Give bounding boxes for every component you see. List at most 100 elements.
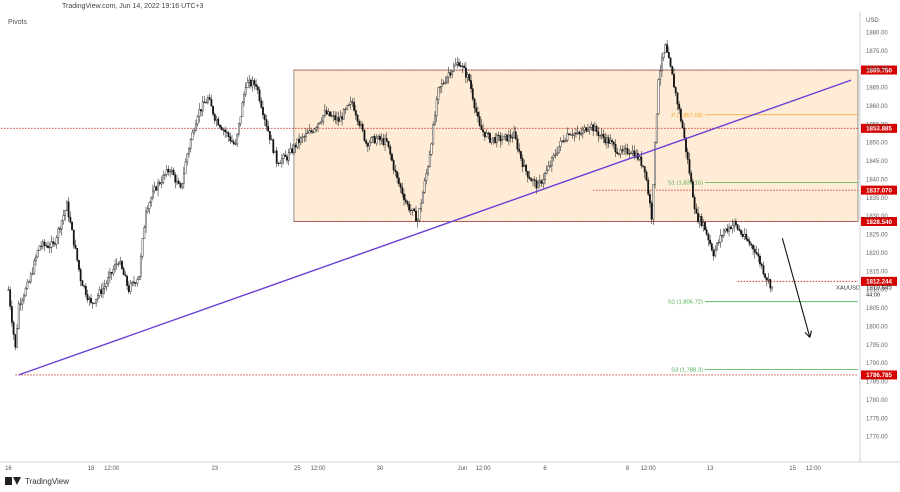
- candle-body: [337, 117, 340, 122]
- candle-body: [50, 241, 53, 248]
- y-tick-label: 1795.00: [866, 343, 888, 349]
- x-tick-label: 15: [789, 466, 796, 472]
- candle-body: [645, 171, 648, 181]
- candle-body: [642, 165, 644, 167]
- candle-body: [676, 92, 679, 105]
- candle-body: [14, 334, 17, 348]
- x-tick-label: 6: [543, 466, 547, 472]
- current-price-label: 1810.645: [866, 284, 892, 291]
- candle-body: [757, 253, 760, 257]
- candle-body: [685, 137, 687, 153]
- candle-body: [408, 203, 411, 211]
- candle-body: [380, 138, 383, 141]
- candle-body: [626, 148, 629, 154]
- level-label: 1812.244: [866, 279, 892, 286]
- candle-body: [734, 220, 737, 225]
- candle-body: [31, 273, 34, 275]
- x-tick-label: 16: [5, 466, 12, 472]
- candle-body: [136, 279, 139, 284]
- candle-body: [740, 230, 742, 235]
- candle-body: [511, 137, 514, 139]
- candle-body: [480, 125, 483, 130]
- candle-body: [119, 260, 122, 265]
- candle-body: [540, 180, 543, 184]
- candle-body: [251, 80, 254, 87]
- candle-body: [449, 72, 452, 76]
- candle-body: [184, 161, 187, 174]
- candle-body: [760, 263, 763, 266]
- y-tick-label: 1790.00: [866, 361, 888, 367]
- candle-body: [705, 229, 708, 235]
- candle-body: [363, 130, 366, 141]
- candle-body: [98, 289, 101, 296]
- candle-body: [451, 70, 454, 76]
- candle-body: [427, 166, 429, 174]
- candle-body: [265, 119, 268, 127]
- candle-body: [411, 208, 414, 211]
- candle-body: [84, 285, 87, 295]
- candle-body: [759, 255, 761, 265]
- candle-body: [148, 202, 151, 210]
- candle-body: [150, 197, 153, 203]
- level-label-bg: [861, 216, 897, 226]
- candle-body: [308, 130, 311, 134]
- y-tick-label: 1770.00: [866, 435, 888, 441]
- candle-body: [437, 87, 440, 100]
- candle-body: [59, 228, 61, 230]
- candle-body: [155, 186, 158, 191]
- y-tick-label: 1830.00: [866, 214, 888, 220]
- candle-body: [107, 276, 110, 284]
- y-tick-label: 1855.00: [866, 122, 888, 128]
- candle-body: [95, 298, 98, 304]
- candle-body: [464, 67, 467, 78]
- candle-body: [612, 141, 615, 145]
- y-tick-label: 1840.00: [866, 177, 888, 183]
- candle-body: [74, 245, 77, 249]
- candle-body: [83, 285, 86, 287]
- candle-body: [370, 137, 373, 143]
- candle-body: [532, 179, 534, 182]
- indicator-label[interactable]: Pivots: [8, 19, 28, 26]
- candle-body: [661, 57, 663, 72]
- candle-body: [688, 159, 691, 174]
- candle-body: [234, 143, 237, 145]
- candle-body: [188, 148, 190, 155]
- candle-body: [434, 115, 436, 125]
- candle-body: [597, 131, 600, 137]
- candle-body: [158, 182, 161, 185]
- candle-body: [129, 283, 132, 292]
- candle-body: [552, 154, 555, 158]
- candle-body: [274, 150, 276, 153]
- candle-body: [571, 134, 574, 136]
- candle-body: [239, 116, 242, 124]
- x-tick-label: 25: [294, 466, 301, 472]
- candle-body: [447, 72, 450, 78]
- candle-body: [650, 202, 653, 220]
- level-label: 1828.540: [866, 219, 892, 226]
- candle-body: [349, 101, 352, 105]
- candle-body: [557, 146, 560, 154]
- candle-body: [475, 107, 478, 113]
- candle-body: [568, 133, 570, 135]
- candle-body: [57, 228, 60, 238]
- candle-body: [575, 133, 577, 135]
- candle-body: [325, 110, 328, 115]
- candle-body: [492, 137, 495, 140]
- candle-body: [342, 109, 345, 120]
- candle-body: [397, 177, 400, 184]
- candle-body: [662, 52, 665, 59]
- candle-body: [96, 295, 99, 300]
- candle-body: [213, 114, 216, 121]
- candle-body: [279, 162, 282, 164]
- candle-body: [164, 174, 166, 176]
- candle-body: [17, 303, 20, 329]
- candle-body: [704, 222, 706, 231]
- candle-body: [392, 160, 395, 171]
- candle-body: [207, 97, 209, 103]
- candle-body: [7, 289, 10, 291]
- candle-body: [406, 201, 409, 205]
- candle-body: [373, 136, 376, 144]
- candle-body: [86, 294, 89, 300]
- candle-body: [537, 182, 540, 189]
